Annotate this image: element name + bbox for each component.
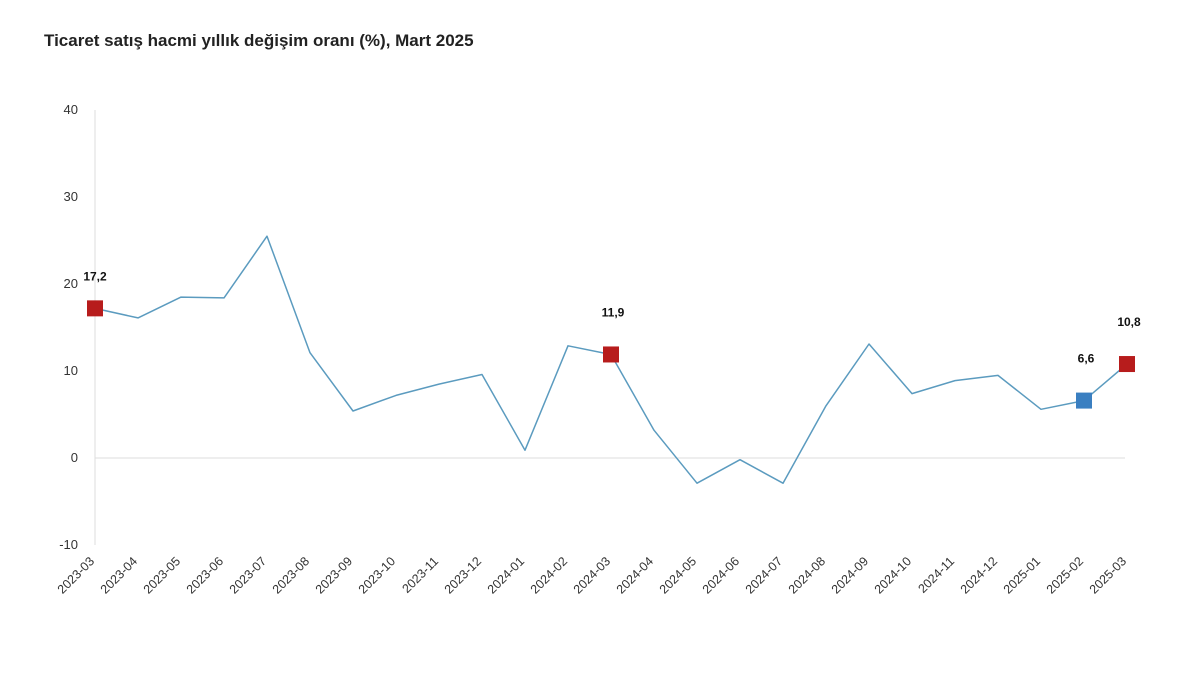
x-tick-label: 2025-02: [1044, 554, 1086, 596]
x-tick-label: 2024-07: [743, 554, 785, 596]
x-tick-label: 2024-01: [485, 554, 527, 596]
x-tick-label: 2023-12: [442, 554, 484, 596]
x-tick-labels: 2023-03 2023-04 2023-05 2023-06 2023-07 2023-…: [55, 554, 1129, 596]
x-tick-label: 2024-02: [528, 554, 570, 596]
x-tick-label: 2023-06: [184, 554, 226, 596]
data-marker-2025-02: [1076, 392, 1092, 409]
data-label-2025-02: 6,6: [1078, 352, 1095, 366]
x-tick-label: 2023-03: [55, 554, 97, 596]
x-tick-label: 2023-05: [141, 554, 183, 596]
x-tick-label: 2024-10: [872, 554, 914, 596]
x-tick-label: 2023-07: [227, 554, 269, 596]
y-tick-label: 0: [71, 450, 78, 465]
y-tick-labels: 40 30 20 10 0 -10: [59, 102, 78, 552]
x-tick-label: 2024-11: [915, 554, 957, 596]
markers-layer: [87, 300, 1135, 409]
x-tick-label: 2025-03: [1087, 554, 1129, 596]
x-tick-label: 2024-12: [958, 554, 1000, 596]
x-tick-label: 2024-05: [657, 554, 699, 596]
data-label-2025-03: 10,8: [1117, 315, 1141, 329]
y-tick-label: 20: [64, 276, 78, 291]
x-tick-label: 2024-09: [829, 554, 871, 596]
x-tick-label: 2023-04: [98, 554, 140, 596]
x-tick-label: 2024-03: [571, 554, 613, 596]
x-tick-label: 2024-04: [614, 554, 656, 596]
y-tick-label: 30: [64, 189, 78, 204]
y-tick-label: 40: [64, 102, 78, 117]
y-tick-label: 10: [64, 363, 78, 378]
x-tick-label: 2023-10: [356, 554, 398, 596]
x-tick-label: 2023-09: [313, 554, 355, 596]
x-tick-label: 2024-08: [786, 554, 828, 596]
x-tick-label: 2024-06: [700, 554, 742, 596]
y-tick-label: -10: [59, 537, 78, 552]
data-marker-2023-03: [87, 300, 103, 317]
x-tick-label: 2023-08: [270, 554, 312, 596]
chart-title: Ticaret satış hacmi yıllık değişim oranı…: [44, 31, 474, 50]
data-marker-2025-03: [1119, 356, 1135, 373]
axes: [94, 110, 1125, 545]
x-tick-label: 2025-01: [1001, 554, 1043, 596]
data-marker-2024-03: [603, 346, 619, 363]
data-label-2024-03: 11,9: [602, 305, 625, 319]
data-label-2023-03: 17,2: [83, 269, 107, 283]
data-labels-layer: 17,2 11,9 6,6 10,8: [83, 269, 1141, 365]
x-tick-label: 2023-11: [399, 554, 441, 596]
